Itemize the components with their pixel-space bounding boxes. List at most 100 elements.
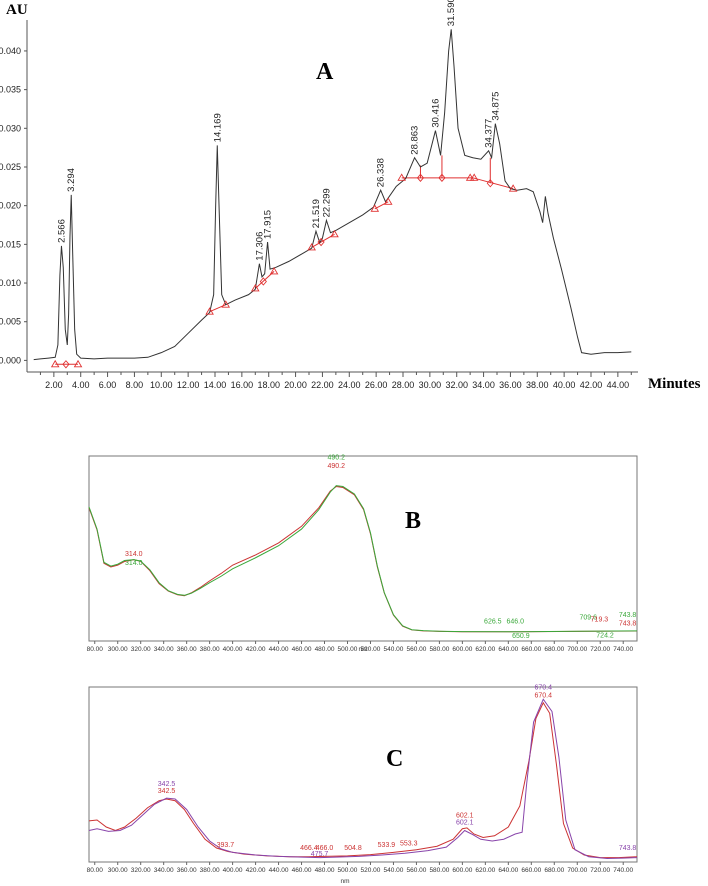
wavelength-label: 646.0 [506,618,524,625]
integration-baseline [374,201,389,210]
wavelength-label: 670.4 [534,693,552,700]
x-tick-label: 600.00 [452,646,472,653]
x-tick-label: 620.00 [475,646,495,653]
peak-boundary-marker [269,267,279,275]
x-tick-label: 540.00 [383,867,403,874]
wavelength-label: 466.4 [300,845,318,852]
panel-a-trace [33,29,632,361]
peak-retention-label: 14.169 [212,113,223,142]
peak-retention-label: 26.338 [376,158,387,187]
x-tick-label: 580.00 [429,867,449,874]
x-tick-label: 300.00 [108,867,128,874]
peak-boundary-marker [370,204,380,212]
wavelength-label: 626.5 [484,618,502,625]
x-tick-label: 400.00 [223,867,243,874]
peak-boundary-marker [330,229,339,238]
wavelength-label: 743.8 [619,612,637,619]
panel-c-traces [88,698,638,860]
spectrum-trace [88,698,638,860]
x-tick-label: 8.00 [126,380,144,390]
wavelength-label: 709.6 [580,615,598,622]
wavelength-label: 393.7 [217,842,235,849]
x-tick-label: 640.00 [498,646,518,653]
x-tick-label: 560.00 [406,867,426,874]
x-tick-label: 460.00 [292,867,312,874]
peak-retention-label: 17.915 [263,210,274,239]
peak-boundary-marker [307,243,316,251]
wavelength-label: 314.0 [125,551,143,558]
x-tick-label: 4.00 [72,380,90,390]
x-tick-label: 580.00 [429,646,449,653]
x-tick-label: 420.00 [246,646,266,653]
wavelength-label: 743.8 [619,845,637,852]
x-tick-label: 20.00 [284,380,307,390]
panel-a-xlabel: Minutes [648,376,701,392]
x-tick-label: 40.00 [553,380,576,390]
x-tick-label: 560.00 [406,646,426,653]
peak-boundary-marker [73,359,83,368]
peak-apex-marker [438,173,446,183]
peak-retention-label: 21.519 [311,199,322,228]
spectrum-trace [88,701,638,859]
x-tick-label: 44.00 [607,380,630,390]
y-tick-label: 0.020 [0,201,21,211]
x-tick-label: 14.00 [204,380,227,390]
integration-baseline [401,177,514,190]
x-tick-label: 22.00 [311,380,334,390]
panel-c-x-ticks: 80.00 300.00 320.00 340.00 360.00 380.00 400.0… [87,862,634,874]
wavelength-label: 504.8 [344,845,362,852]
x-tick-label: 660.00 [521,646,541,653]
y-tick-label: 0.030 [0,123,21,133]
x-tick-label: 420.00 [246,867,266,874]
peak-retention-label: 30.416 [430,99,441,128]
panel-c-letter: C [386,746,403,772]
wavelength-label: 553.3 [400,840,418,847]
peak-retention-label: 2.566 [56,219,67,243]
x-tick-label: 34.00 [472,380,495,390]
peak-boundary-marker [508,184,518,192]
panel-b-letter: B [405,508,421,534]
x-tick-label: 500.00 [338,646,358,653]
y-tick-label: 0.005 [0,317,21,327]
peak-apex-marker [317,237,325,247]
x-tick-label: 500.00 [338,867,358,874]
peak-retention-label: 31.590 [446,0,457,26]
wavelength-label: 743.8 [619,620,637,627]
x-tick-label: 380.00 [200,646,220,653]
x-tick-label: 18.00 [257,380,280,390]
x-tick-label: 360.00 [177,867,197,874]
x-tick-label: 320.00 [131,867,151,874]
y-tick-label: 0.015 [0,239,21,249]
peak-apex-marker [259,277,267,286]
x-tick-label: 360.00 [177,646,197,653]
x-tick-label: 540.00 [383,646,403,653]
y-tick-label: 0.040 [0,46,21,56]
panel-b-x-ticks: 80.00 300.00 320.00 340.00 360.00 380.00 400.0… [87,641,634,653]
wavelength-label: 475.7 [311,851,329,858]
x-tick-label: 440.00 [269,867,289,874]
x-tick-label: 640.00 [498,867,518,874]
y-tick-label: 0.000 [0,355,21,365]
panel-a-peak-markers [50,173,518,369]
panel-a-letter: A [316,59,334,85]
wavelength-label: 533.9 [378,842,396,849]
peak-boundary-marker [205,307,214,315]
x-tick-label: 2.00 [45,380,63,390]
wavelength-label: 342.5 [158,781,176,788]
x-tick-label: 36.00 [499,380,522,390]
x-tick-label: 700.00 [567,867,587,874]
x-tick-label: 32.00 [445,380,468,390]
peak-retention-label: 34.875 [490,92,501,121]
peak-retention-label: 17.306 [254,232,265,261]
x-tick-label: 380.00 [200,867,220,874]
panel-c-xlabel: nm [340,878,349,885]
x-tick-label: 700.00 [567,646,587,653]
x-tick-label: 12.00 [177,380,200,390]
panel-a-ylabel: AU [6,2,28,18]
peak-boundary-marker [397,173,406,181]
x-tick-label: 400.00 [223,646,243,653]
wavelength-label: 650.9 [512,633,530,640]
